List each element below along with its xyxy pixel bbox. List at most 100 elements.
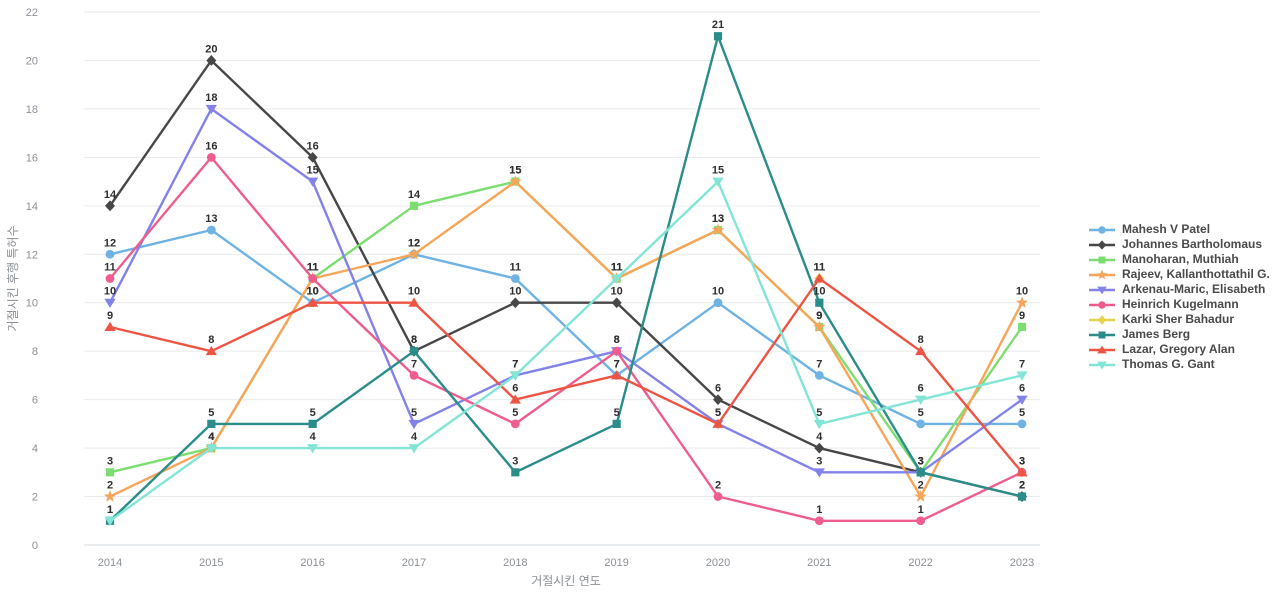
x-tick-label: 2022 — [908, 557, 932, 569]
point-value-label: 15 — [509, 165, 521, 177]
point-value-label: 8 — [411, 334, 417, 346]
legend-item-5[interactable]: Heinrich Kugelmann — [1088, 297, 1270, 312]
x-tick-label: 2016 — [300, 557, 324, 569]
point-value-label: 7 — [614, 358, 620, 370]
point-value-label: 5 — [715, 407, 721, 419]
point-value-label: 21 — [712, 19, 724, 31]
point-value-label: 12 — [408, 237, 420, 249]
star-marker-icon — [509, 175, 522, 187]
circle-marker-icon — [814, 371, 824, 380]
legend-item-0[interactable]: Mahesh V Patel — [1088, 222, 1270, 237]
point-value-label: 4 — [816, 431, 823, 443]
point-value-label: 10 — [813, 286, 825, 298]
triangle-up-marker-icon — [307, 297, 319, 307]
point-value-label: 10 — [307, 286, 319, 298]
point-value-label: 3 — [918, 455, 924, 467]
x-axis-ticks: 2014 2015 2016 2017 2018 2019 2020 2021 2022 2023 — [98, 557, 1034, 569]
triangle-down-marker-icon — [205, 444, 217, 454]
legend-item-7[interactable]: James Berg — [1088, 327, 1270, 342]
y-tick-label: 2 — [32, 492, 38, 504]
circle-marker-icon — [713, 298, 723, 308]
legend-marker-icon — [1089, 239, 1115, 250]
y-tick-label: 16 — [26, 152, 38, 164]
x-tick-label: 2021 — [807, 557, 831, 569]
point-value-label: 5 — [411, 407, 417, 419]
legend-item-2[interactable]: Manoharan, Muthiah — [1088, 252, 1270, 267]
triangle-down-marker-icon — [509, 371, 521, 381]
legend-marker-icon — [1089, 269, 1115, 279]
point-value-label: 5 — [512, 407, 518, 419]
point-value-label: 3 — [1019, 455, 1025, 467]
point-value-label: 10 — [712, 286, 724, 298]
series-5 — [105, 152, 1027, 526]
triangle-up-marker-icon — [915, 345, 927, 356]
legend-item-4[interactable]: Arkenau-Maric, Elisabeth — [1088, 282, 1270, 297]
series-3 — [103, 175, 1029, 502]
series-line — [108, 107, 1023, 474]
point-value-label: 6 — [715, 383, 721, 395]
legend-item-3[interactable]: Rajeev, Kallanthottathil G. — [1088, 267, 1270, 282]
x-tick-label: 2018 — [503, 557, 527, 569]
point-value-label: 9 — [107, 310, 113, 322]
legend-marker-icon — [1089, 314, 1115, 325]
legend-label: Johannes Bartholomaus — [1122, 237, 1263, 251]
legend-marker-icon — [1089, 286, 1115, 294]
circle-marker-icon — [1017, 419, 1027, 429]
point-value-label: 11 — [104, 262, 116, 274]
legend-label: Heinrich Kugelmann — [1122, 297, 1239, 311]
y-tick-label: 14 — [26, 201, 38, 213]
point-value-label: 10 — [307, 286, 319, 298]
star-marker-icon — [914, 490, 927, 502]
point-value-label: 5 — [614, 407, 620, 419]
circle-marker-icon — [510, 274, 520, 283]
legend-item-9[interactable]: Thomas G. Gant — [1088, 357, 1270, 372]
diamond-marker-icon — [611, 297, 622, 309]
point-value-label: 1 — [107, 504, 113, 516]
star-marker-icon — [813, 320, 826, 333]
square-marker-icon — [409, 347, 419, 356]
chart-legend: Mahesh V Patel Johannes Bartholomaus Manoh… — [1088, 222, 1270, 372]
y-tick-label: 8 — [32, 346, 38, 358]
triangle-up-marker-icon — [1016, 467, 1028, 477]
triangle-down-marker-icon — [408, 419, 420, 430]
legend-item-6[interactable]: Karki Sher Bahadur — [1088, 312, 1270, 327]
x-tick-label: 2023 — [1010, 557, 1034, 569]
square-marker-icon — [1098, 331, 1106, 338]
triangle-up-marker-icon — [712, 418, 724, 428]
circle-marker-icon — [814, 516, 824, 526]
point-value-label: 4 — [310, 431, 317, 443]
x-tick-label: 2020 — [706, 557, 730, 569]
point-value-label: 4 — [208, 431, 215, 443]
circle-marker-icon — [206, 225, 216, 235]
series-9 — [104, 177, 1028, 526]
point-value-label: 20 — [205, 43, 217, 55]
point-value-label: 11 — [611, 262, 623, 274]
diamond-marker-icon — [206, 55, 217, 66]
point-value-label: 5 — [918, 407, 924, 419]
point-value-label: 8 — [411, 334, 417, 346]
square-marker-icon — [1098, 256, 1106, 263]
square-marker-icon — [713, 32, 723, 41]
triangle-down-marker-icon — [307, 444, 319, 454]
point-value-label: 9 — [816, 310, 822, 322]
point-value-label: 4 — [208, 431, 215, 443]
square-marker-icon — [308, 419, 317, 428]
legend-item-1[interactable]: Johannes Bartholomaus — [1088, 237, 1270, 252]
legend-marker-icon — [1089, 345, 1115, 353]
circle-marker-icon — [713, 492, 723, 501]
point-value-label: 7 — [411, 358, 417, 370]
legend-marker-icon — [1089, 256, 1115, 263]
y-tick-label: 20 — [26, 55, 38, 67]
series-line — [109, 156, 1023, 522]
point-value-label: 15 — [712, 165, 724, 177]
triangle-down-marker-icon — [1016, 371, 1028, 381]
legend-item-8[interactable]: Lazar, Gregory Alan — [1088, 342, 1270, 357]
point-value-label: 11 — [611, 262, 623, 274]
legend-marker-icon — [1089, 300, 1115, 309]
legend-label: Karki Sher Bahadur — [1122, 312, 1235, 326]
diamond-marker-icon — [105, 200, 115, 212]
triangle-down-marker-icon — [813, 419, 825, 430]
